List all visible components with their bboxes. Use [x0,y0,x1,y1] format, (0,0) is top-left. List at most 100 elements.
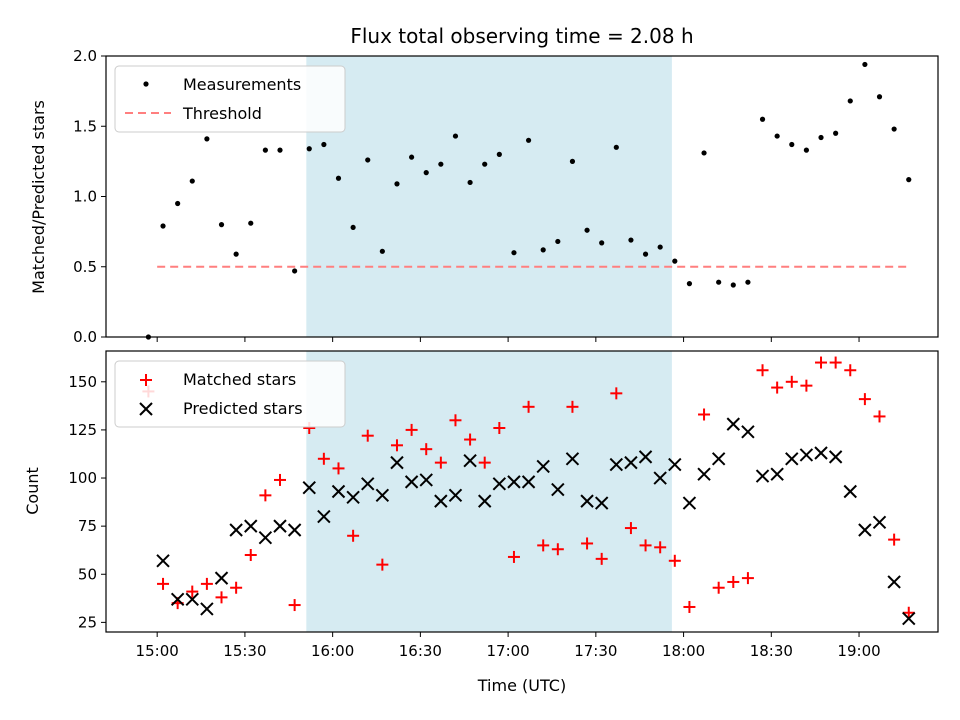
predicted-point-6-b [244,519,258,533]
measurement-point-10 [292,268,298,274]
matched-point-38 [698,408,711,421]
predicted-point-49-b [872,515,887,530]
matched-point-24 [493,421,506,434]
measurement-point-13 [335,175,342,181]
top-legend-box [114,65,346,133]
predicted-point-4 [214,571,229,585]
measurement-point-28 [555,238,561,245]
bottom-panel: 25 50 75 100 125 150 15:00 15:30 16:00 16:30 17:0… [23,350,939,695]
predicted-point-37 [697,467,711,481]
predicted-point-20-b [448,488,463,503]
predicted-point-33-b [638,450,653,464]
legend-measurements-label: Measurements [183,75,301,94]
bottom-xtick-label-4: 17:00 [486,642,529,660]
matched-point-30 [581,537,594,550]
measurement-point-33 [628,237,634,243]
matched-point-4 [200,577,213,590]
predicted-point-13-b [346,490,360,504]
chart-title: Flux total observing time = 2.08 h [350,24,693,48]
matched-point-52 [902,606,915,619]
predicted-point-12-b [331,484,346,499]
measurement-point-22 [467,179,473,186]
measurement-point-25 [511,250,517,256]
matched-point-1 [157,577,170,590]
measurement-point-45 [803,147,810,153]
legend-matched-marker [140,374,152,386]
predicted-point-25 [521,475,536,489]
bottom-xtick-label-5: 17:30 [574,642,617,660]
matched-stars-series [142,356,915,619]
predicted-point-41-b [755,469,770,483]
predicted-point-5-b [229,523,243,537]
bottom-xtick-label-7: 18:30 [750,642,793,660]
predicted-point-6 [244,519,258,533]
matched-point-48 [844,364,857,377]
predicted-point-3 [200,602,214,616]
measurement-point-32 [613,144,619,150]
bottom-xtick-label-6: 18:00 [662,642,705,660]
predicted-point-50 [887,575,901,589]
measurement-point-40 [730,282,736,288]
predicted-point-4-b [214,571,229,585]
predicted-point-33 [638,450,653,464]
predicted-point-28 [565,452,580,466]
predicted-point-34 [653,471,667,485]
predicted-point-23-b [492,477,507,491]
measurement-point-39 [716,279,722,285]
predicted-point-51 [902,611,916,626]
predicted-point-15-b [375,488,390,503]
bottom-xtick-label-0: 15:00 [136,642,179,660]
predicted-point-32 [624,455,638,470]
predicted-point-29-b [580,494,594,508]
matched-point-39 [712,581,725,594]
measurement-point-51 [891,126,897,132]
predicted-point-41 [755,469,770,483]
top-legend: Measurements Threshold [114,65,346,133]
measurement-point-1 [160,223,166,229]
matched-point-36 [668,554,681,567]
matched-point-37 [683,600,696,613]
matched-point-21 [449,414,462,427]
matched-point-25 [507,550,520,563]
predicted-point-27 [551,482,565,497]
predicted-point-50-b [887,575,901,589]
measurement-point-43 [774,133,780,139]
matched-point-9 [274,473,287,486]
predicted-point-8 [273,519,287,533]
predicted-point-49 [872,515,887,530]
predicted-point-37-b [697,467,711,481]
predicted-point-40-b [741,425,755,439]
measurement-point-38 [701,150,707,156]
measurement-point-12 [321,141,327,148]
predicted-point-5 [229,523,243,537]
matched-point-42 [756,364,769,377]
bottom-axes-frame [105,350,939,633]
predicted-point-10 [302,480,316,495]
predicted-point-30-b [594,496,609,510]
predicted-point-43 [785,452,799,466]
predicted-point-19 [434,494,448,508]
predicted-point-36-b [682,496,697,510]
matched-point-19 [420,443,433,456]
predicted-point-31 [609,457,624,472]
matched-point-31 [595,552,608,565]
measurement-point-37 [686,281,693,287]
matched-point-35 [654,541,667,554]
predicted-point-9 [287,523,302,537]
measurement-point-6 [233,251,239,257]
predicted-point-46-b [828,450,843,464]
measurement-point-16 [379,248,385,254]
measurement-point-9 [277,147,283,153]
matched-point-10 [288,599,301,612]
matched-point-45 [800,379,813,392]
predicted-point-18 [419,473,433,487]
predicted-point-11-b [317,509,331,524]
legend-matched-plus [140,374,152,386]
predicted-point-29 [580,494,594,508]
predicted-point-9-b [287,523,302,537]
bottom-xtick-label-2: 16:00 [311,642,354,660]
predicted-point-38 [711,452,726,466]
predicted-point-0-b [156,554,170,568]
predicted-point-48-b [858,523,872,537]
matched-point-17 [390,439,403,452]
